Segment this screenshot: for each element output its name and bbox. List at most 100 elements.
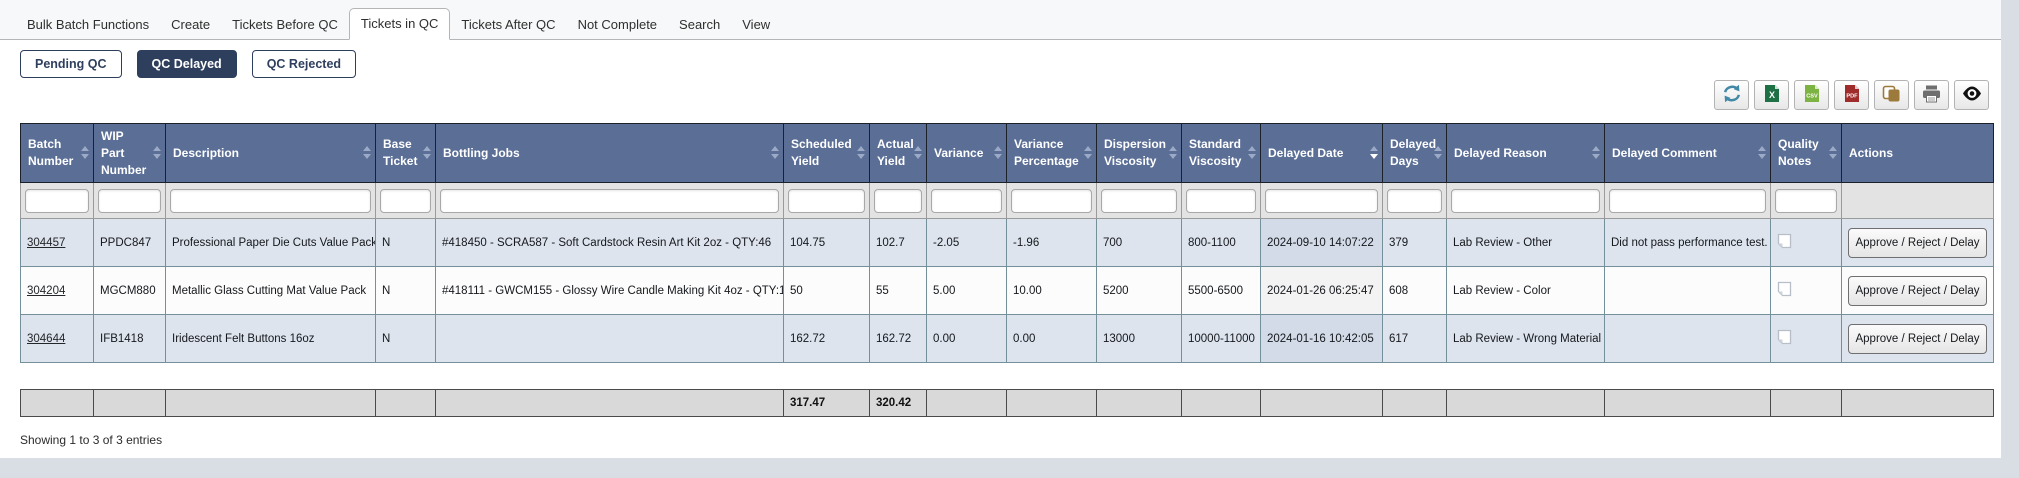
tab-not-complete[interactable]: Not Complete [577,17,658,32]
table-row: 304644 IFB1418 Iridescent Felt Buttons 1… [20,314,1994,364]
description-cell: Metallic Glass Cutting Mat Value Pack [165,266,376,316]
column-label: Actions [1849,145,1894,160]
qc-delayed-button[interactable]: QC Delayed [136,50,237,78]
filter-quality-notes-input[interactable] [1775,188,1837,213]
sort-arrows-icon [1248,146,1256,160]
filter-cell [375,182,436,220]
scheduled-yield-cell: 162.72 [783,314,870,364]
csv-export-button[interactable]: CSV [1794,80,1829,110]
totals-cell [1382,389,1447,418]
filter-delayed-date-input[interactable] [1265,188,1378,213]
description-cell: Iridescent Felt Buttons 16oz [165,314,376,364]
tab-search[interactable]: Search [679,17,721,32]
description-cell: Professional Paper Die Cuts Value Pack [165,218,376,268]
batch-number-link[interactable]: 304644 [27,332,66,345]
filter-dispersion-viscosity-input[interactable] [1101,188,1177,213]
approve-reject-delay-button[interactable]: Approve / Reject / Delay [1848,275,1987,306]
tab-tickets-after-qc[interactable]: Tickets After QC [461,17,556,32]
column-visibility-icon [1962,86,1982,104]
column-label: Description [173,145,240,160]
column-header-base-ticket[interactable]: Base Ticket [375,122,436,184]
filter-delayed-reason-input[interactable] [1451,188,1600,213]
column-header-variance-percentage[interactable]: Variance Percentage [1006,122,1097,184]
excel-export-button[interactable]: X [1754,80,1789,110]
csv-export-icon: CSV [1804,84,1820,106]
filter-variance-percentage-input[interactable] [1011,188,1092,213]
pending-qc-button[interactable]: Pending QC [20,50,122,78]
filter-cell [435,182,784,220]
tab-tickets-before-qc[interactable]: Tickets Before QC [232,17,338,32]
column-header-standard-viscosity[interactable]: Standard Viscosity [1181,122,1261,184]
column-header-delayed-days[interactable]: Delayed Days [1382,122,1447,184]
column-header-batch-number[interactable]: Batch Number [20,122,94,184]
filter-description-input[interactable] [170,188,371,213]
filter-standard-viscosity-input[interactable] [1186,188,1256,213]
actual-yield-cell: 55 [869,266,927,316]
sort-arrows-icon [81,146,89,160]
batch-number-link[interactable]: 304457 [27,236,66,249]
delayed-comment-cell: Did not pass performance test. [1604,218,1771,268]
totals-cell [1181,389,1261,418]
standard-viscosity-cell: 800-1100 [1181,218,1261,268]
column-header-delayed-comment[interactable]: Delayed Comment [1604,122,1771,184]
approve-reject-delay-button[interactable]: Approve / Reject / Delay [1848,227,1987,258]
qc-rejected-button[interactable]: QC Rejected [251,50,357,78]
delayed-comment-cell [1604,314,1771,364]
filter-batch-number-input[interactable] [25,188,89,213]
column-header-actual-yield[interactable]: Actual Yield [869,122,927,184]
quality-note-icon[interactable] [1777,282,1792,300]
filter-delayed-comment-input[interactable] [1609,188,1766,213]
sort-arrows-icon [1084,146,1092,160]
column-header-bottling-jobs[interactable]: Bottling Jobs [435,122,784,184]
tab-tickets-in-qc[interactable]: Tickets in QC [348,8,451,40]
column-header-delayed-date[interactable]: Delayed Date [1260,122,1383,184]
column-header-delayed-reason[interactable]: Delayed Reason [1446,122,1605,184]
refresh-button[interactable] [1714,80,1749,110]
tab-create[interactable]: Create [171,17,211,32]
column-header-scheduled-yield[interactable]: Scheduled Yield [783,122,870,184]
print-button[interactable] [1914,80,1949,110]
column-header-actions: Actions [1841,122,1994,184]
column-header-description[interactable]: Description [165,122,376,184]
totals-cell [93,389,166,418]
total-actual-yield: 320.42 [869,389,927,418]
quality-notes-cell [1770,218,1842,268]
totals-cell [926,389,1007,418]
column-header-variance[interactable]: Variance [926,122,1007,184]
column-header-dispersion-viscosity[interactable]: Dispersion Viscosity [1096,122,1182,184]
delayed-comment-cell [1604,266,1771,316]
filter-variance-input[interactable] [931,188,1002,213]
approve-reject-delay-button[interactable]: Approve / Reject / Delay [1848,323,1987,354]
filter-wip-part-number-input[interactable] [98,188,161,213]
sort-arrows-icon [1829,146,1837,160]
totals-cell [1096,389,1182,418]
tab-view[interactable]: View [742,17,771,32]
filter-cell [869,182,927,220]
table-toolbar: X CSV PDF [1714,80,1989,110]
variance-percentage-cell: 0.00 [1006,314,1097,364]
quality-note-icon[interactable] [1777,234,1792,252]
column-label: WIP Part Number [101,129,147,177]
column-header-wip-part-number[interactable]: WIP Part Number [93,122,166,184]
filter-actual-yield-input[interactable] [874,188,922,213]
pdf-export-button[interactable]: PDF [1834,80,1869,110]
tab-bulk-batch-functions[interactable]: Bulk Batch Functions [27,17,150,32]
sort-arrows-icon [994,146,1002,160]
main-tab-bar: Bulk Batch Functions Create Tickets Befo… [0,0,2001,40]
column-label: Delayed Comment [1612,145,1717,160]
filter-delayed-days-input[interactable] [1387,188,1442,213]
filter-bottling-jobs-input[interactable] [440,188,779,213]
batch-number-cell: 304644 [20,314,94,364]
dispersion-viscosity-cell: 5200 [1096,266,1182,316]
entries-info: Showing 1 to 3 of 3 entries [20,433,163,448]
column-visibility-button[interactable] [1954,80,1989,110]
batch-number-link[interactable]: 304204 [27,284,66,297]
filter-scheduled-yield-input[interactable] [788,188,865,213]
filter-cell [1604,182,1771,220]
filter-base-ticket-input[interactable] [380,188,431,213]
copy-button[interactable] [1874,80,1909,110]
quality-notes-cell [1770,266,1842,316]
totals-cell [435,389,784,418]
column-header-quality-notes[interactable]: Quality Notes [1770,122,1842,184]
quality-note-icon[interactable] [1777,330,1792,348]
